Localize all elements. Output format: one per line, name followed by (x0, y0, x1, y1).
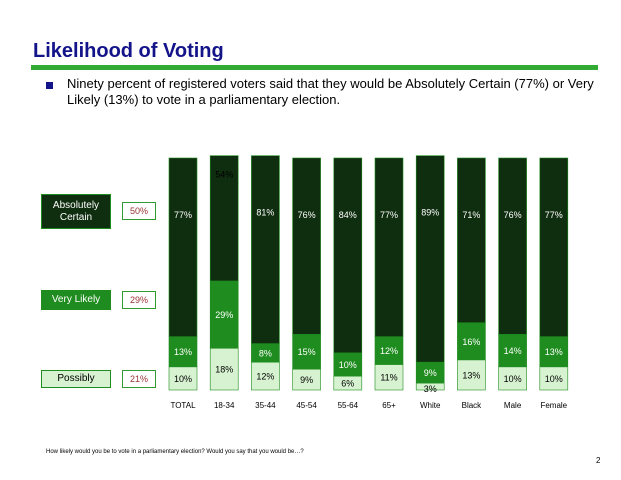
data-label: 9% (300, 375, 313, 385)
data-label: 9% (424, 368, 437, 378)
data-label: 76% (504, 210, 522, 220)
data-label: 3% (424, 384, 437, 394)
bar-segment-35-44-possibly (251, 361, 280, 391)
bar-segment-18-34-very-likely (209, 280, 239, 349)
page-number: 2 (596, 456, 601, 465)
category-label: Male (504, 401, 522, 410)
summary-bullet: Ninety percent of registered voters said… (67, 76, 594, 107)
data-label: 11% (380, 373, 397, 383)
data-label: 10% (339, 360, 357, 370)
data-label: 13% (174, 347, 192, 357)
category-label: 65+ (382, 401, 396, 410)
legend-label: Very Likely (51, 294, 101, 305)
data-label: 54% (215, 170, 233, 180)
bullet-square-icon (46, 82, 53, 89)
category-label: Female (540, 401, 567, 410)
legend-possibly: Possibly (41, 370, 111, 388)
data-label: 71% (462, 210, 480, 220)
question-footnote: How likely would you be to vote in a par… (46, 449, 304, 455)
bar-segment-35-44-absolutely-certain (251, 155, 280, 344)
bar-segment-TOTAL-very-likely (168, 336, 198, 368)
data-label: 10% (174, 374, 192, 384)
data-label: 13% (545, 347, 563, 357)
data-label: 14% (504, 346, 522, 356)
bar-segment-Male-absolutely-certain (498, 157, 527, 335)
data-label: 10% (545, 374, 563, 384)
data-label: 16% (462, 337, 480, 347)
page-title: Likelihood of Voting (33, 40, 224, 62)
legend-label: Possibly (57, 373, 95, 384)
legend-value-absolutely-certain: 50% (122, 202, 156, 220)
bar-segment-45-54-very-likely (292, 334, 321, 370)
bar-segment-Female-absolutely-certain (539, 157, 569, 337)
data-label: 15% (298, 347, 316, 357)
category-label: 35-44 (255, 401, 276, 410)
category-label: TOTAL (170, 401, 196, 410)
legend-value-possibly: 21% (122, 370, 156, 388)
data-label: 29% (215, 310, 233, 320)
data-label: 77% (174, 210, 192, 220)
bar-segment-65+-possibly (374, 364, 404, 391)
bar-segment-65+-absolutely-certain (374, 157, 404, 337)
data-label: 81% (256, 208, 274, 218)
data-label: 6% (341, 379, 354, 389)
bar-segment-65+-very-likely (374, 336, 404, 365)
bar-segment-Black-possibly (457, 359, 486, 391)
bar-segment-18-34-absolutely-certain (209, 155, 239, 282)
data-label: 84% (339, 210, 357, 220)
category-label: 18-34 (214, 401, 235, 410)
data-label: 10% (504, 374, 522, 384)
legend-label: Absolutely Certain (52, 199, 100, 223)
data-label: 89% (421, 208, 439, 218)
data-label: 76% (298, 210, 316, 220)
category-label: 55-64 (338, 401, 359, 410)
category-label: Black (462, 401, 483, 410)
data-label: 12% (380, 346, 398, 356)
bar-segment-TOTAL-absolutely-certain (168, 157, 198, 337)
legend-absolutely-certain: Absolutely Certain (41, 194, 111, 229)
bar-segment-45-54-absolutely-certain (292, 157, 321, 335)
legend-very-likely: Very Likely (41, 290, 111, 310)
data-label: 77% (545, 210, 563, 220)
bar-segment-Male-very-likely (498, 334, 527, 368)
bar-segment-55-64-absolutely-certain (333, 157, 363, 354)
title-underline (31, 65, 598, 70)
bar-segment-Black-very-likely (457, 322, 486, 361)
category-label: 45-54 (296, 401, 317, 410)
category-label: White (420, 401, 441, 410)
bar-segment-White-absolutely-certain (415, 155, 445, 363)
data-label: 77% (380, 210, 398, 220)
bar-segment-18-34-possibly (209, 347, 239, 391)
bar-segment-Black-absolutely-certain (457, 157, 486, 324)
legend-value-very-likely: 29% (122, 291, 156, 309)
data-label: 8% (259, 348, 272, 358)
data-label: 13% (462, 370, 480, 380)
data-label: 18% (215, 365, 233, 375)
data-label: 12% (256, 372, 274, 382)
